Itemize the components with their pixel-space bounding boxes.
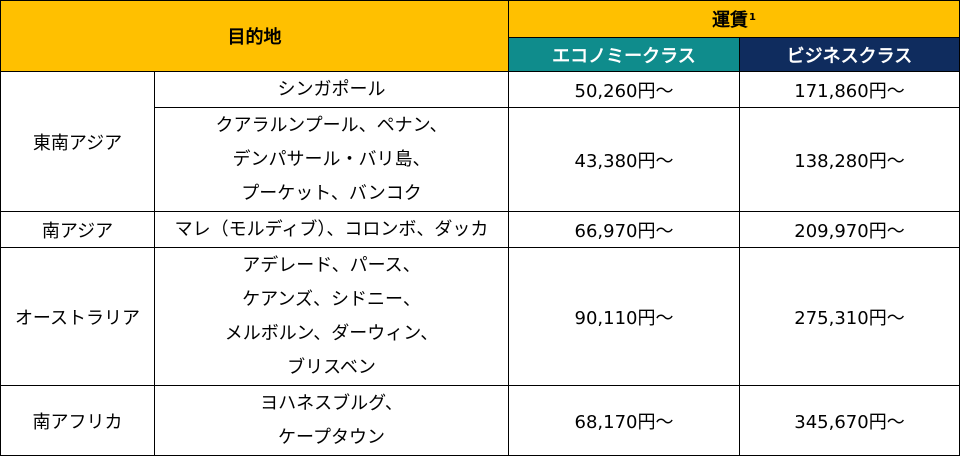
business-class-header: ビジネスクラス [739,37,960,72]
city-line: デンパサール・バリ島、 [232,148,431,170]
cities-cell: マレ（モルディブ）、コロンボ、ダッカ [154,211,509,248]
header-row-1: 目的地 運賃1 [0,0,960,72]
business-fare-cell: 171,860円～ [739,71,960,108]
fare-header-label: 運賃 [712,10,749,31]
table-row: 南アフリカ ヨハネスブルグ、 ケープタウン 68,170円～ 345,670円～ [0,385,960,456]
table-row: 東南アジア シンガポール 50,260円～ 171,860円～ [0,71,960,212]
business-fare-cell: 275,310円～ [739,247,960,386]
business-fare-cell: 209,970円～ [739,211,960,248]
economy-fare-cell: 68,170円～ [508,385,740,456]
economy-fare-cell: 66,970円～ [508,211,740,248]
table-row: クアラルンプール、ペナン、 デンパサール・バリ島、 プーケット、バンコク 43,… [1,107,960,212]
cities-cell: クアラルンプール、ペナン、 デンパサール・バリ島、 プーケット、バンコク [154,107,509,212]
business-fare-cell: 345,670円～ [739,385,960,456]
region-cell: 南アジア [0,211,155,248]
city-line: ブリスベン [287,356,376,378]
city-line: ケープタウン [278,426,385,448]
table-row: 南アジア マレ（モルディブ）、コロンボ、ダッカ 66,970円～ 209,970… [0,211,960,248]
destination-header: 目的地 [0,0,509,72]
region-cell: 南アフリカ [0,385,155,456]
economy-fare-cell: 43,380円～ [508,107,740,212]
fare-header: 運賃1 [508,0,960,38]
city-line: メルボルン、ダーウィン、 [224,322,439,344]
region-cell: オーストラリア [0,247,155,386]
table-row: オーストラリア アデレード、パース、 ケアンズ、シドニー、 メルボルン、ダーウィ… [0,247,960,386]
economy-class-header: エコノミークラス [508,37,740,72]
economy-fare-cell: 90,110円～ [508,247,740,386]
city-line: アデレード、パース、 [242,254,421,276]
cities-cell: シンガポール [154,71,509,108]
header-row-2: エコノミークラス ビジネスクラス [1,37,960,72]
city-line: シンガポール [277,78,386,100]
business-fare-cell: 138,280円～ [739,107,960,212]
city-line: マレ（モルディブ）、コロンボ、ダッカ [174,218,489,240]
economy-fare-cell: 50,260円～ [508,71,740,108]
cities-cell: アデレード、パース、 ケアンズ、シドニー、 メルボルン、ダーウィン、 ブリスベン [154,247,509,386]
fare-footnote-marker: 1 [749,12,756,23]
city-line: クアラルンプール、ペナン、 [215,114,448,136]
region-cell: 東南アジア [0,71,155,212]
city-line: プーケット、バンコク [241,182,422,204]
city-line: ヨハネスブルグ、 [260,392,403,414]
city-line: ケアンズ、シドニー、 [242,288,421,310]
cities-cell: ヨハネスブルグ、 ケープタウン [154,385,509,456]
